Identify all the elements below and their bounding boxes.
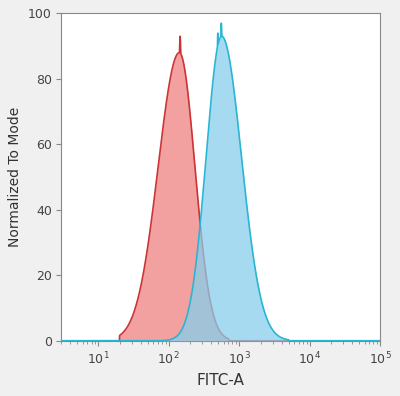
- X-axis label: FITC-A: FITC-A: [197, 373, 245, 388]
- Y-axis label: Normalized To Mode: Normalized To Mode: [8, 107, 22, 247]
